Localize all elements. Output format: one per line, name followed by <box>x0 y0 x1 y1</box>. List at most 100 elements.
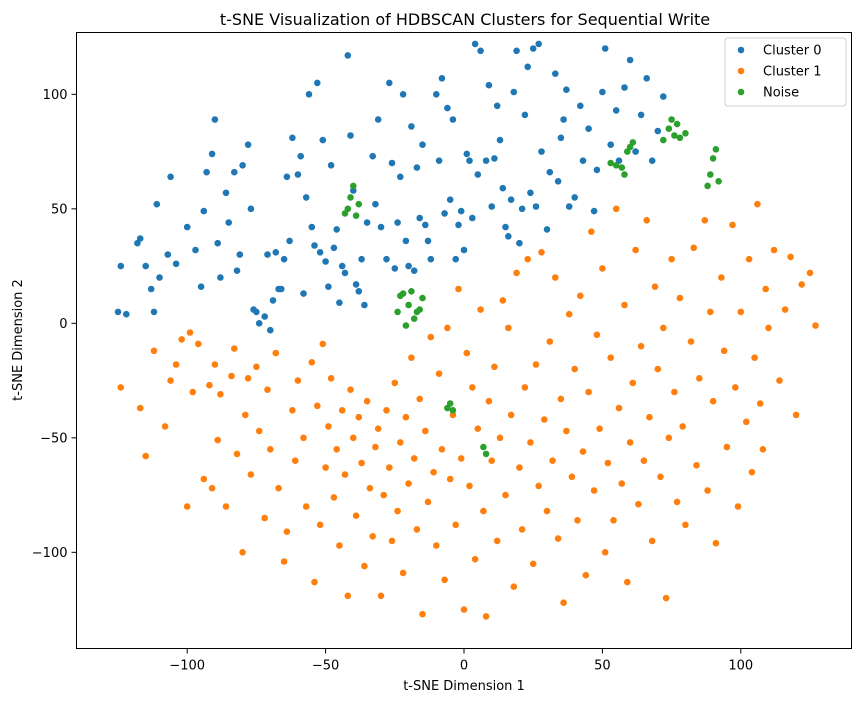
data-point <box>682 130 689 137</box>
data-point <box>563 427 570 435</box>
data-point <box>560 599 567 606</box>
data-point <box>211 361 219 368</box>
data-point <box>394 308 401 316</box>
data-point <box>316 249 324 256</box>
data-point <box>729 221 736 229</box>
x-tick-label: −50 <box>312 659 339 674</box>
data-point <box>607 141 614 148</box>
data-point <box>449 407 457 414</box>
data-point <box>660 93 667 100</box>
data-point <box>433 542 440 549</box>
data-point <box>499 297 507 304</box>
data-point <box>601 549 609 556</box>
data-point <box>660 324 667 332</box>
data-point <box>668 255 675 263</box>
data-point <box>438 446 446 453</box>
data-point <box>707 308 714 316</box>
data-point <box>527 189 534 197</box>
data-point <box>377 223 385 231</box>
data-point <box>363 397 371 405</box>
data-point <box>161 423 169 430</box>
data-point <box>648 157 656 164</box>
data-point <box>394 507 401 515</box>
data-point <box>571 194 578 201</box>
data-point <box>593 166 601 174</box>
data-point <box>211 116 219 123</box>
data-point <box>319 136 327 144</box>
data-point <box>718 274 725 281</box>
data-point <box>457 207 465 215</box>
data-point <box>524 63 531 71</box>
data-point <box>261 514 269 522</box>
data-point <box>643 75 650 82</box>
data-point <box>510 583 518 590</box>
data-point <box>527 439 534 446</box>
data-point <box>338 262 346 270</box>
data-point <box>541 416 548 423</box>
data-point <box>590 487 598 494</box>
data-point <box>150 347 158 355</box>
data-point <box>231 168 238 176</box>
data-point <box>399 569 407 577</box>
data-point <box>812 322 819 329</box>
y-axis-label: t-SNE Dimension 2 <box>11 279 26 401</box>
data-point <box>707 171 714 178</box>
data-point <box>186 329 194 336</box>
data-point <box>308 359 316 366</box>
data-point <box>579 157 587 164</box>
data-point <box>457 455 465 462</box>
data-point <box>446 400 454 407</box>
data-point <box>294 377 302 384</box>
data-point <box>123 310 130 318</box>
x-tick-label: 100 <box>728 659 753 674</box>
data-point <box>319 340 327 348</box>
data-point <box>231 345 238 352</box>
data-point <box>646 413 653 421</box>
data-point <box>665 125 673 132</box>
data-point <box>671 388 678 396</box>
data-point <box>255 427 263 435</box>
data-point <box>430 468 437 476</box>
data-point <box>532 203 540 210</box>
data-point <box>781 306 789 313</box>
data-point <box>618 164 626 171</box>
y-tick-label: 0 <box>59 317 67 332</box>
data-point <box>460 606 468 613</box>
data-point <box>798 281 805 288</box>
data-point <box>416 306 424 313</box>
data-point <box>283 528 291 535</box>
data-point <box>538 148 545 155</box>
data-point <box>513 269 520 277</box>
data-point <box>289 134 296 142</box>
data-point <box>344 52 352 59</box>
data-point <box>607 354 614 362</box>
y-tick-label: −50 <box>40 431 67 446</box>
data-point <box>485 81 493 89</box>
data-point <box>662 594 670 602</box>
data-point <box>322 258 329 265</box>
data-point <box>535 482 542 490</box>
data-point <box>770 246 778 254</box>
data-point <box>153 200 161 208</box>
data-point <box>286 237 293 245</box>
data-point <box>397 439 404 446</box>
data-point <box>538 249 545 256</box>
data-point <box>300 290 307 297</box>
data-point <box>493 537 501 545</box>
data-point <box>394 219 401 226</box>
data-point <box>471 40 479 48</box>
data-point <box>397 173 404 181</box>
data-point <box>352 212 360 219</box>
data-point <box>502 491 509 499</box>
data-point <box>338 407 346 414</box>
data-point <box>635 500 642 508</box>
data-point <box>552 274 559 281</box>
data-point <box>577 102 584 110</box>
data-point <box>253 308 260 316</box>
data-point <box>336 542 343 549</box>
data-point <box>336 299 343 307</box>
data-point <box>164 251 172 258</box>
data-point <box>383 407 390 414</box>
data-point <box>660 136 667 144</box>
